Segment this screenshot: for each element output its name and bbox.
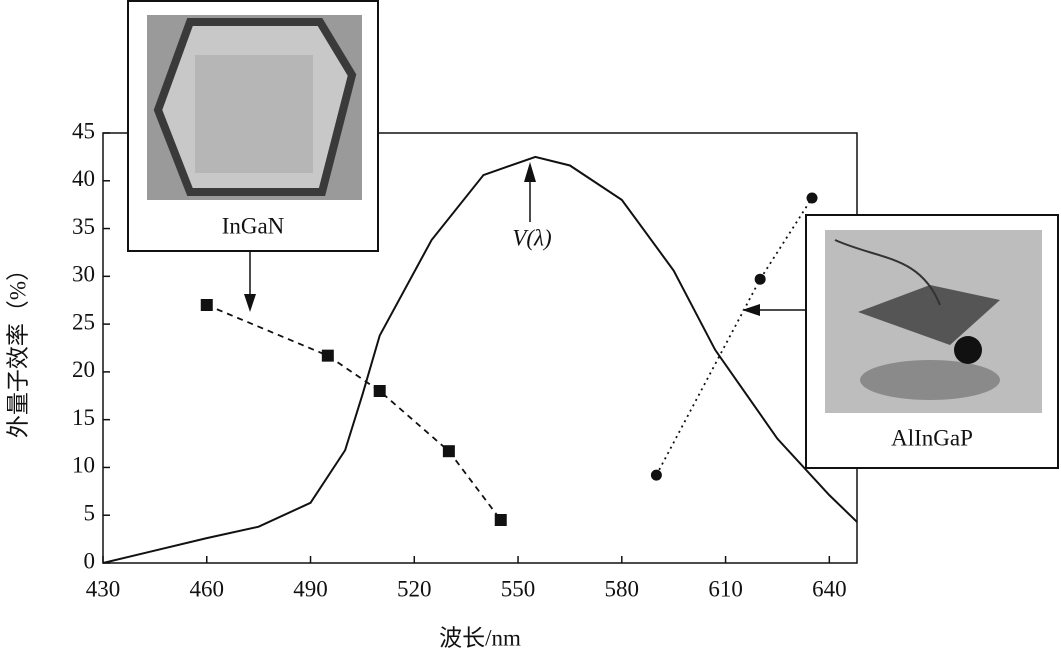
data-point — [650, 469, 662, 481]
x-tick-label: 580 — [605, 576, 640, 601]
x-tick-label: 550 — [501, 576, 536, 601]
chip-shape — [858, 285, 1000, 345]
plot-area: 0 5 10 15 20 25 30 35 40 45 430 460 490 520 550 580 610 6… — [72, 118, 858, 601]
data-point — [494, 514, 507, 526]
series-line — [655, 197, 813, 476]
y-tick-label: 15 — [72, 405, 95, 430]
y-tick-label: 10 — [72, 453, 95, 478]
x-tick-label: 490 — [293, 576, 328, 601]
data-point — [754, 273, 766, 285]
chip-shadow — [860, 360, 1000, 400]
arrow-head — [524, 162, 536, 182]
data-point — [200, 299, 213, 311]
x-tick-label: 640 — [812, 576, 847, 601]
y-tick-label: 45 — [72, 118, 95, 143]
arrow-head — [742, 304, 760, 316]
chip-pad — [195, 55, 313, 173]
alingap-inset: AlInGaP — [805, 214, 1059, 469]
curve-label: V(λ) — [512, 225, 551, 250]
arrow-head — [244, 294, 256, 312]
x-tick-label: 610 — [708, 576, 743, 601]
x-axis-label: 波长/nm — [439, 625, 521, 650]
data-point — [321, 349, 334, 362]
x-tick-label: 520 — [397, 576, 432, 601]
bond-wire — [834, 239, 941, 306]
y-tick-label: 35 — [72, 214, 95, 239]
inset-label: AlInGaP — [891, 425, 973, 450]
bond-ball — [954, 336, 982, 364]
series-line — [206, 304, 502, 521]
data-point — [442, 445, 455, 458]
y-tick-label: 25 — [72, 309, 95, 334]
x-tick-label: 430 — [86, 576, 121, 601]
y-tick-label: 30 — [72, 262, 95, 287]
series-line — [102, 155, 858, 564]
y-tick-label: 40 — [72, 166, 95, 191]
y-axis-label: 外量子效率（%） — [5, 258, 30, 438]
data-point — [373, 385, 386, 397]
y-tick-label: 20 — [72, 357, 95, 382]
y-tick-label: 5 — [84, 501, 96, 526]
data-point — [806, 192, 818, 204]
y-tick-label: 0 — [84, 548, 96, 573]
inset-label: InGaN — [222, 213, 285, 238]
ingan-inset: InGaN — [127, 0, 379, 252]
x-tick-label: 460 — [190, 576, 225, 601]
